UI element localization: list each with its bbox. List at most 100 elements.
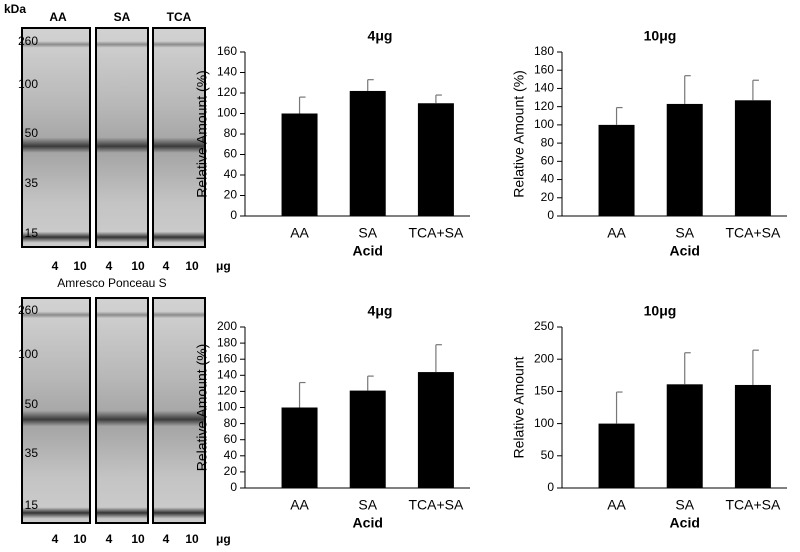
- y-tick-label: 0: [547, 480, 554, 494]
- y-tick-label: 0: [230, 208, 237, 222]
- y-tick-label: 200: [534, 351, 554, 365]
- lane-label: 10: [131, 532, 145, 546]
- y-tick-label: 50: [541, 448, 555, 462]
- bar: [417, 372, 454, 488]
- y-tick-label: 0: [230, 480, 237, 494]
- lane-label: 4: [52, 259, 59, 273]
- y-tick-label: 140: [534, 81, 554, 95]
- y-tick-label: 80: [541, 135, 555, 149]
- marker-label: 260: [18, 34, 38, 48]
- x-tick-label: AA: [607, 497, 626, 513]
- chart-title: 10μg: [644, 303, 677, 319]
- bar: [349, 90, 386, 216]
- gel-panel: [152, 27, 206, 248]
- y-tick-label: 20: [224, 188, 238, 202]
- x-axis-label: Acid: [353, 515, 383, 531]
- chart-title: 4μg: [368, 303, 393, 319]
- bar: [417, 103, 454, 216]
- y-tick-label: 200: [217, 319, 237, 333]
- x-tick-label: SA: [675, 497, 694, 513]
- x-tick-label: SA: [358, 497, 377, 513]
- gel-panel: [21, 297, 91, 524]
- gel-panel: [95, 27, 149, 248]
- x-tick-label: AA: [607, 225, 626, 241]
- bar: [598, 124, 635, 216]
- x-axis-label: Acid: [670, 515, 700, 531]
- y-axis-label: Relative Amount (%): [194, 344, 210, 472]
- y-axis-label: Relative Amount (%): [511, 70, 527, 198]
- y-tick-label: 120: [534, 99, 554, 113]
- y-tick-label: 40: [224, 448, 238, 462]
- marker-label: 100: [18, 77, 38, 91]
- lane-group-label: SA: [114, 10, 131, 24]
- lane-label: 4: [52, 532, 59, 546]
- lane-group-label: TCA: [167, 10, 192, 24]
- x-tick-label: SA: [358, 225, 377, 241]
- y-tick-label: 100: [217, 400, 237, 414]
- y-axis-label: Relative Amount: [511, 356, 527, 458]
- gel-panel: [21, 27, 91, 248]
- x-tick-label: TCA+SA: [725, 225, 781, 241]
- y-tick-label: 100: [217, 106, 237, 120]
- marker-label: 35: [25, 176, 39, 190]
- chart-title: 10μg: [644, 28, 677, 44]
- y-tick-label: 40: [541, 172, 555, 186]
- x-tick-label: AA: [290, 497, 309, 513]
- chart-title: 4μg: [368, 28, 393, 44]
- x-tick-label: SA: [675, 225, 694, 241]
- bar: [281, 407, 318, 488]
- y-tick-label: 180: [534, 44, 554, 58]
- y-tick-label: 100: [534, 117, 554, 131]
- marker-label: 15: [25, 498, 39, 512]
- lane-label: 10: [185, 259, 199, 273]
- marker-label: 50: [25, 126, 39, 140]
- bar: [734, 100, 771, 216]
- y-tick-label: 100: [534, 416, 554, 430]
- y-tick-label: 120: [217, 85, 237, 99]
- lane-label: 4: [163, 532, 170, 546]
- y-tick-label: 160: [217, 351, 237, 365]
- lane-group-label: AA: [49, 10, 67, 24]
- gel-bottom: [21, 297, 206, 524]
- y-tick-label: 20: [541, 190, 555, 204]
- gel-panel: [152, 297, 206, 524]
- x-axis-label: Acid: [670, 243, 700, 259]
- lane-label: 10: [185, 532, 199, 546]
- unit-label: μg: [216, 259, 231, 273]
- y-tick-label: 150: [534, 384, 554, 398]
- bar: [349, 390, 386, 488]
- lane-label: 10: [131, 259, 145, 273]
- y-tick-label: 80: [224, 416, 238, 430]
- gel-top: [21, 27, 206, 248]
- y-tick-label: 80: [224, 126, 238, 140]
- unit-label: μg: [216, 532, 231, 546]
- lane-label: 4: [106, 259, 113, 273]
- marker-label: 15: [25, 226, 39, 240]
- lane-label: 4: [163, 259, 170, 273]
- x-tick-label: TCA+SA: [408, 497, 464, 513]
- bar: [598, 423, 635, 488]
- y-tick-label: 250: [534, 319, 554, 333]
- x-axis-label: Acid: [353, 243, 383, 259]
- marker-label: 260: [18, 303, 38, 317]
- x-tick-label: TCA+SA: [725, 497, 781, 513]
- gel-panel: [95, 297, 149, 524]
- bar: [281, 113, 318, 216]
- marker-label: 35: [25, 446, 39, 460]
- gel-caption: Amresco Ponceau S: [57, 276, 166, 290]
- y-tick-label: 20: [224, 464, 238, 478]
- bar: [666, 103, 703, 216]
- y-tick-label: 0: [547, 208, 554, 222]
- y-tick-label: 60: [224, 432, 238, 446]
- marker-label: 100: [18, 347, 38, 361]
- y-tick-label: 180: [217, 335, 237, 349]
- y-tick-label: 140: [217, 367, 237, 381]
- y-tick-label: 160: [217, 44, 237, 58]
- y-tick-label: 60: [224, 147, 238, 161]
- lane-label: 10: [73, 532, 87, 546]
- x-tick-label: AA: [290, 225, 309, 241]
- bar: [666, 384, 703, 488]
- lane-label: 4: [106, 532, 113, 546]
- marker-label: 50: [25, 397, 39, 411]
